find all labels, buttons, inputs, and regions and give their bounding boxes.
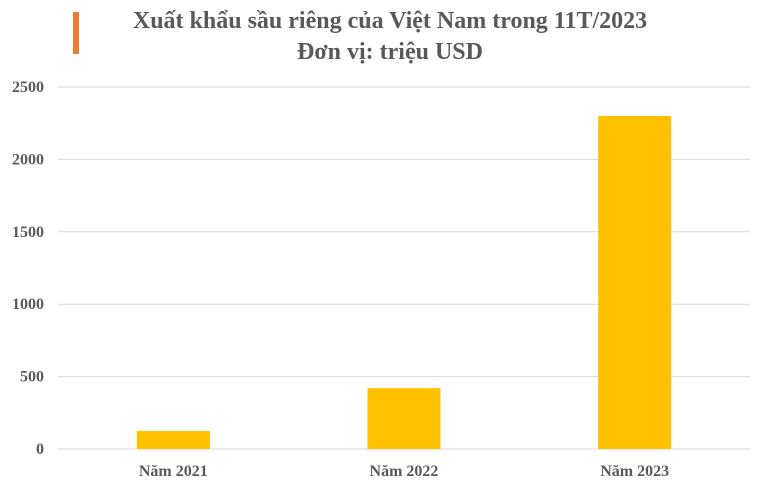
y-tick-label: 0: [36, 441, 44, 458]
bar: [598, 115, 672, 450]
bars: [136, 115, 672, 450]
y-tick-label: 2500: [12, 79, 44, 96]
y-tick-label: 2000: [12, 151, 44, 168]
x-category-label: Năm 2021: [139, 463, 208, 480]
title-accent-bar: [73, 12, 79, 54]
bar: [367, 388, 441, 449]
y-tick-label: 1000: [12, 296, 44, 313]
x-category-label: Năm 2023: [600, 463, 669, 480]
chart-title-block: Xuất khẩu sầu riêng của Việt Nam trong 1…: [90, 6, 690, 68]
y-tick-label: 1500: [12, 224, 44, 241]
chart-title: Xuất khẩu sầu riêng của Việt Nam trong 1…: [132, 8, 648, 34]
y-axis-ticks: 0 500 1000 1500 2000 2500: [12, 79, 44, 458]
x-category-label: Năm 2022: [370, 463, 439, 480]
y-tick-label: 500: [20, 369, 44, 386]
x-axis-labels: Năm 2021 Năm 2022 Năm 2023: [139, 463, 669, 480]
chart-subtitle: Đơn vị: triệu USD: [297, 39, 483, 65]
bar: [136, 430, 210, 449]
